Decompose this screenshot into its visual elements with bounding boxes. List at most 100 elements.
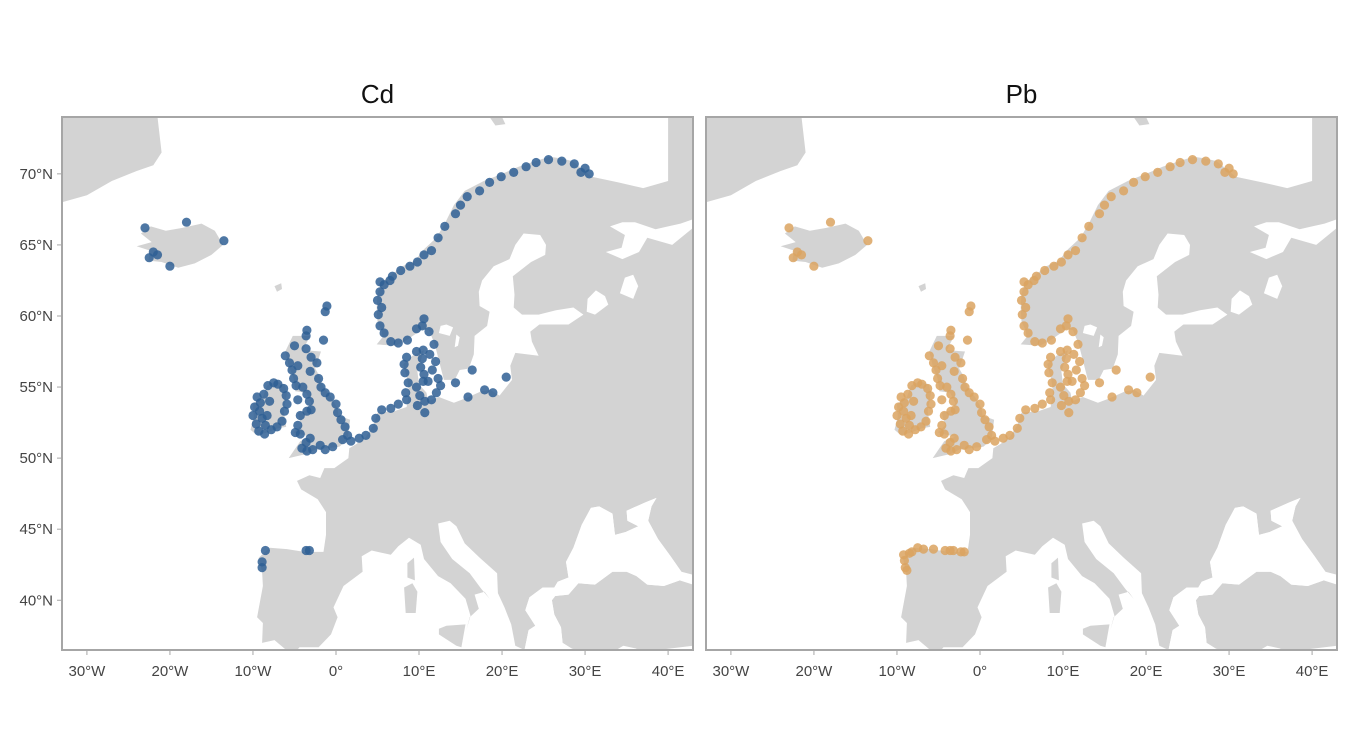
data-point <box>1019 321 1029 331</box>
map-panel-cd: Cd 30°W 20°W 10°W 0° 10°E 20°E 30°E 40°E 40°N 45°N… <box>19 79 694 680</box>
inland-water <box>586 290 609 315</box>
x-tick-label: 20°E <box>1130 663 1163 680</box>
data-point <box>420 408 430 418</box>
data-point <box>401 388 411 398</box>
data-point <box>403 378 413 388</box>
data-point <box>1037 338 1047 348</box>
data-point <box>402 395 412 405</box>
data-point <box>424 327 434 337</box>
data-point <box>945 344 955 354</box>
data-point <box>375 321 385 331</box>
y-tick-label: 50°N <box>19 450 53 467</box>
data-point <box>257 563 267 573</box>
data-point <box>251 419 261 429</box>
data-point <box>1075 388 1085 398</box>
data-point <box>496 172 506 182</box>
data-point <box>418 376 428 386</box>
data-point <box>290 427 300 438</box>
data-point <box>368 423 378 433</box>
data-point <box>784 223 794 233</box>
data-point <box>959 440 969 450</box>
data-point <box>371 413 381 423</box>
data-point <box>1021 302 1031 313</box>
data-point <box>1063 369 1073 379</box>
data-point <box>509 167 519 177</box>
data-point <box>972 442 982 452</box>
land-mass <box>1051 557 1059 581</box>
data-point <box>289 341 300 351</box>
data-point <box>314 373 324 384</box>
panel-title: Pb <box>1006 79 1038 109</box>
data-point <box>913 543 923 553</box>
data-point <box>305 433 315 443</box>
data-point <box>1037 399 1047 409</box>
data-point <box>419 369 429 379</box>
data-point <box>412 400 422 411</box>
data-point <box>1175 157 1185 168</box>
data-point <box>181 217 192 227</box>
data-point <box>255 398 265 408</box>
panel-frame <box>705 116 1338 651</box>
data-point <box>980 415 990 425</box>
data-point <box>899 550 909 560</box>
data-point <box>1071 365 1081 375</box>
data-point <box>576 167 586 177</box>
data-point <box>521 162 531 172</box>
data-point <box>501 372 511 382</box>
land-mass <box>274 283 282 292</box>
data-point <box>372 295 383 305</box>
data-point <box>260 429 270 439</box>
land-mass <box>551 571 693 650</box>
data-point <box>346 436 356 446</box>
inland-water <box>1249 219 1337 260</box>
data-point <box>396 265 406 276</box>
data-point <box>1075 356 1085 367</box>
x-tick-label: 40°E <box>1296 663 1329 680</box>
y-tick-label: 55°N <box>19 379 53 396</box>
land-mass <box>918 283 926 292</box>
data-point <box>387 271 397 281</box>
land-mass <box>1195 571 1337 650</box>
land-mass <box>1133 117 1150 126</box>
data-point <box>933 341 944 351</box>
data-point <box>1005 430 1015 440</box>
inland-water <box>524 587 572 650</box>
x-tick-label: 30°E <box>1213 663 1246 680</box>
land-mass <box>1048 583 1062 613</box>
data-point <box>485 177 495 187</box>
inland-water <box>1210 506 1326 586</box>
data-point <box>377 302 387 313</box>
data-point <box>433 373 443 384</box>
data-point <box>1073 339 1083 349</box>
data-point <box>1069 349 1079 359</box>
inland-water <box>1082 324 1098 336</box>
data-point <box>152 250 163 260</box>
data-point <box>1023 328 1033 338</box>
land-mass <box>438 624 466 648</box>
data-point <box>412 257 422 267</box>
data-point <box>322 301 332 311</box>
land-mass <box>404 583 418 613</box>
sample-points <box>784 155 1238 576</box>
data-point <box>480 385 490 395</box>
data-point <box>928 544 939 554</box>
inland-water <box>619 274 639 299</box>
data-point <box>298 382 308 392</box>
data-point <box>426 246 437 256</box>
data-point <box>433 233 443 243</box>
data-point <box>1060 362 1070 372</box>
data-point <box>259 389 269 399</box>
data-point <box>419 314 429 324</box>
data-point <box>1056 257 1066 267</box>
data-point <box>925 391 935 401</box>
data-point <box>1015 413 1025 423</box>
data-point <box>909 396 919 406</box>
data-point <box>1094 378 1105 388</box>
map-panel-pb: Pb 30°W 20°W 10°W 0° 10°E 20°E 30°E 40°E <box>705 79 1338 680</box>
data-point <box>431 388 441 398</box>
data-point <box>1012 423 1022 433</box>
data-point <box>248 410 258 421</box>
data-point <box>949 433 959 443</box>
data-point <box>1049 261 1059 271</box>
